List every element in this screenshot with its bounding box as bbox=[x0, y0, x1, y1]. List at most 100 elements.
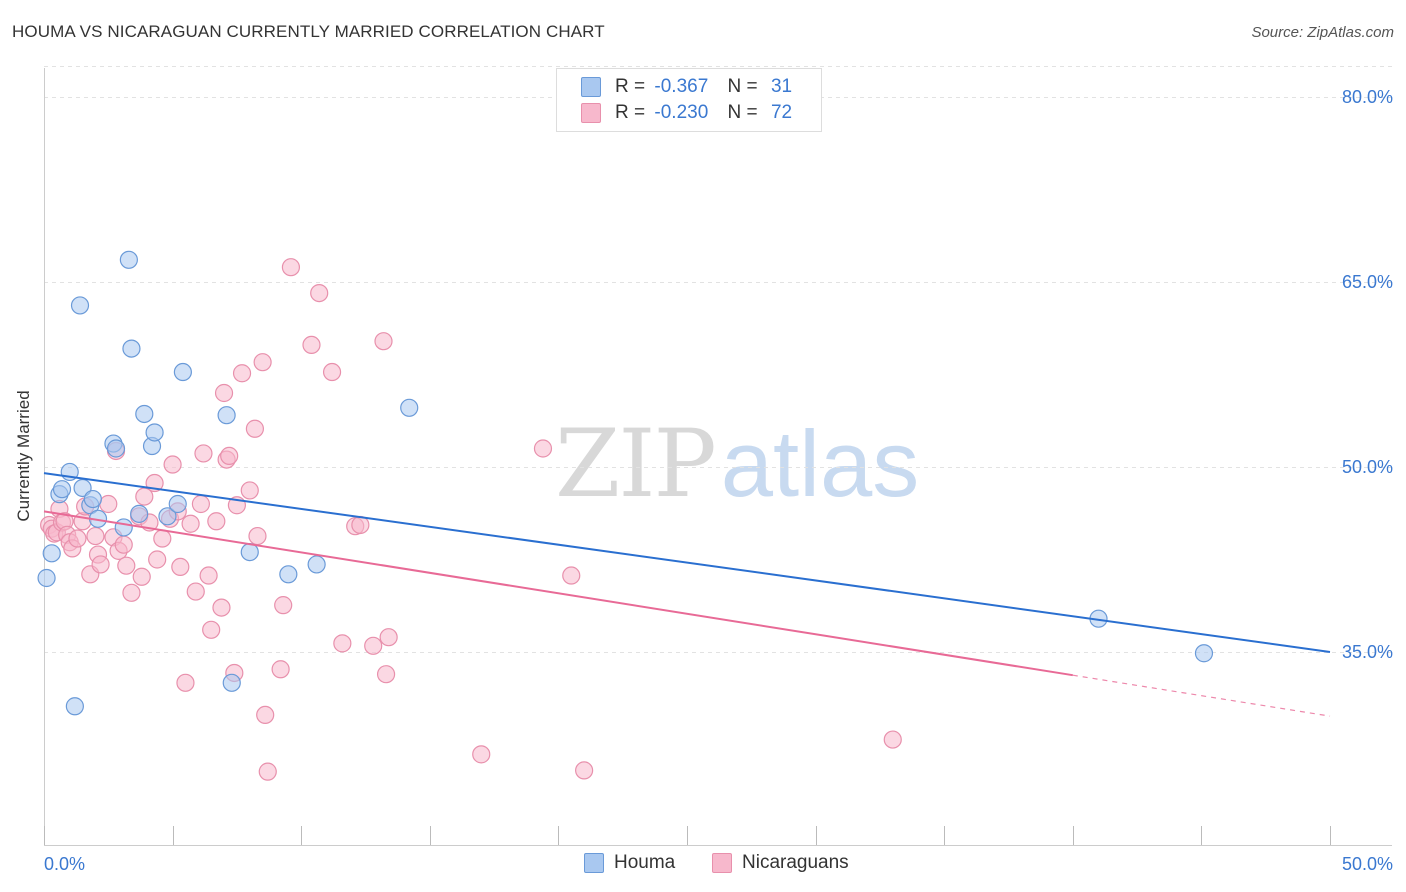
houma-point bbox=[119, 250, 138, 269]
nicaraguans-point bbox=[117, 556, 136, 575]
houma-point bbox=[222, 673, 241, 692]
r-label: R = bbox=[615, 76, 646, 97]
watermark-zip: ZIP bbox=[555, 410, 717, 519]
nicaraguans-point bbox=[220, 446, 239, 465]
chart-title: HOUMA VS NICARAGUAN CURRENTLY MARRIED CO… bbox=[12, 22, 605, 41]
houma-point bbox=[135, 404, 154, 424]
houma-point bbox=[70, 296, 90, 315]
x-tick-label: 50.0% bbox=[1342, 854, 1393, 874]
nicaraguans-point bbox=[114, 535, 133, 554]
legend-label-houma: Houma bbox=[614, 852, 676, 873]
nicaraguans-point bbox=[322, 362, 342, 382]
nicaraguans-point bbox=[181, 514, 200, 533]
houma-point bbox=[52, 480, 72, 499]
houma-point bbox=[1194, 644, 1214, 663]
nicaraguans-point bbox=[256, 705, 275, 725]
nicaraguans-point bbox=[310, 284, 329, 303]
nicaraguans-point bbox=[472, 745, 491, 764]
nicaraguans-point bbox=[271, 660, 290, 679]
nicaraguans-point bbox=[186, 582, 205, 601]
nicaraguans-point bbox=[132, 567, 151, 586]
nicaraguans-point bbox=[194, 444, 213, 463]
n-value: 72 bbox=[770, 102, 793, 123]
houma-point bbox=[83, 489, 102, 509]
houma-swatch bbox=[584, 853, 604, 873]
nicaraguans-point bbox=[374, 332, 393, 351]
nicaraguans-point bbox=[68, 529, 87, 548]
houma-point bbox=[42, 544, 61, 563]
houma-trend-line bbox=[43, 472, 1331, 653]
zipatlas-watermark: ZIPatlas bbox=[555, 410, 919, 519]
nicaraguans-point bbox=[171, 557, 190, 577]
houma-point bbox=[122, 339, 141, 358]
r-value: -0.367 bbox=[654, 76, 709, 97]
nicaraguans-point bbox=[281, 258, 301, 277]
nicaraguans-point bbox=[364, 636, 383, 655]
nicaraguans-point bbox=[302, 335, 321, 354]
nicaraguans-point bbox=[153, 529, 172, 548]
nicaraguans-point bbox=[199, 566, 218, 585]
r-label: R = bbox=[615, 102, 646, 123]
houma-point bbox=[37, 568, 56, 588]
nicaraguans-point bbox=[376, 665, 396, 684]
nicaraguans-point bbox=[148, 550, 167, 569]
nicaraguans-point bbox=[274, 596, 293, 615]
houma-point bbox=[400, 398, 419, 417]
houma-point bbox=[168, 494, 187, 514]
nicaraguans-point bbox=[248, 526, 267, 546]
houma-point bbox=[307, 555, 326, 574]
nicaraguans-point bbox=[86, 526, 105, 546]
nicaraguans-point bbox=[163, 455, 182, 474]
houma-point bbox=[114, 518, 133, 537]
nicaraguans-trend-line bbox=[43, 510, 1073, 677]
nicaraguans-point bbox=[214, 383, 234, 403]
nicaraguans-point bbox=[207, 512, 226, 531]
nicaraguans-point bbox=[122, 583, 141, 602]
houma-point bbox=[65, 697, 84, 716]
houma-swatch bbox=[581, 77, 601, 97]
houma-point bbox=[173, 362, 192, 382]
nicaraguans-point bbox=[245, 419, 265, 438]
nicaraguans-point bbox=[240, 481, 259, 500]
series-legend: Houma Nicaraguans bbox=[0, 850, 1406, 880]
nicaraguans-point bbox=[575, 761, 594, 780]
nicaraguans-point bbox=[73, 512, 92, 531]
r-value: -0.230 bbox=[654, 102, 709, 123]
y-tick-label: 50.0% bbox=[1342, 457, 1393, 477]
y-tick-label: 65.0% bbox=[1342, 272, 1393, 292]
nicaraguans-point bbox=[351, 515, 370, 535]
n-label: N = bbox=[727, 102, 758, 123]
nicaraguans-point bbox=[883, 730, 902, 749]
nicaraguans-point bbox=[258, 762, 277, 781]
nicaraguans-point bbox=[91, 555, 110, 574]
nicaraguans-point bbox=[202, 620, 221, 639]
correlation-legend: R = -0.367 N = 31 R = -0.230 N = 72 bbox=[556, 68, 822, 132]
n-label: N = bbox=[727, 76, 758, 97]
nicaraguans-point bbox=[99, 494, 118, 514]
nicaraguans-point bbox=[253, 353, 272, 372]
nicaraguans-point bbox=[533, 439, 553, 458]
houma-point bbox=[106, 439, 126, 458]
source-credit: Source: ZipAtlas.com bbox=[1251, 24, 1394, 41]
y-tick-label: 80.0% bbox=[1342, 87, 1393, 107]
nicaraguans-point bbox=[562, 566, 581, 585]
nicaraguans-point bbox=[212, 598, 231, 617]
y-axis-label: Currently Married bbox=[14, 390, 33, 522]
houma-point bbox=[145, 423, 164, 442]
houma-point bbox=[217, 406, 236, 425]
legend-label-nicaraguans: Nicaraguans bbox=[742, 852, 849, 873]
nicaraguans-swatch bbox=[712, 853, 732, 873]
n-value: 31 bbox=[770, 76, 793, 97]
houma-point bbox=[130, 504, 149, 523]
watermark-atlas: atlas bbox=[720, 411, 920, 516]
houma-point bbox=[240, 542, 259, 562]
nicaraguans-swatch bbox=[581, 103, 601, 123]
x-tick-label: 0.0% bbox=[44, 854, 85, 874]
nicaraguans-point bbox=[191, 494, 210, 514]
houma-point bbox=[279, 565, 298, 584]
nicaraguans-point bbox=[232, 364, 252, 383]
y-tick-label: 35.0% bbox=[1342, 642, 1393, 662]
nicaraguans-point bbox=[379, 628, 398, 647]
nicaraguans-trend-extension bbox=[1072, 674, 1331, 717]
